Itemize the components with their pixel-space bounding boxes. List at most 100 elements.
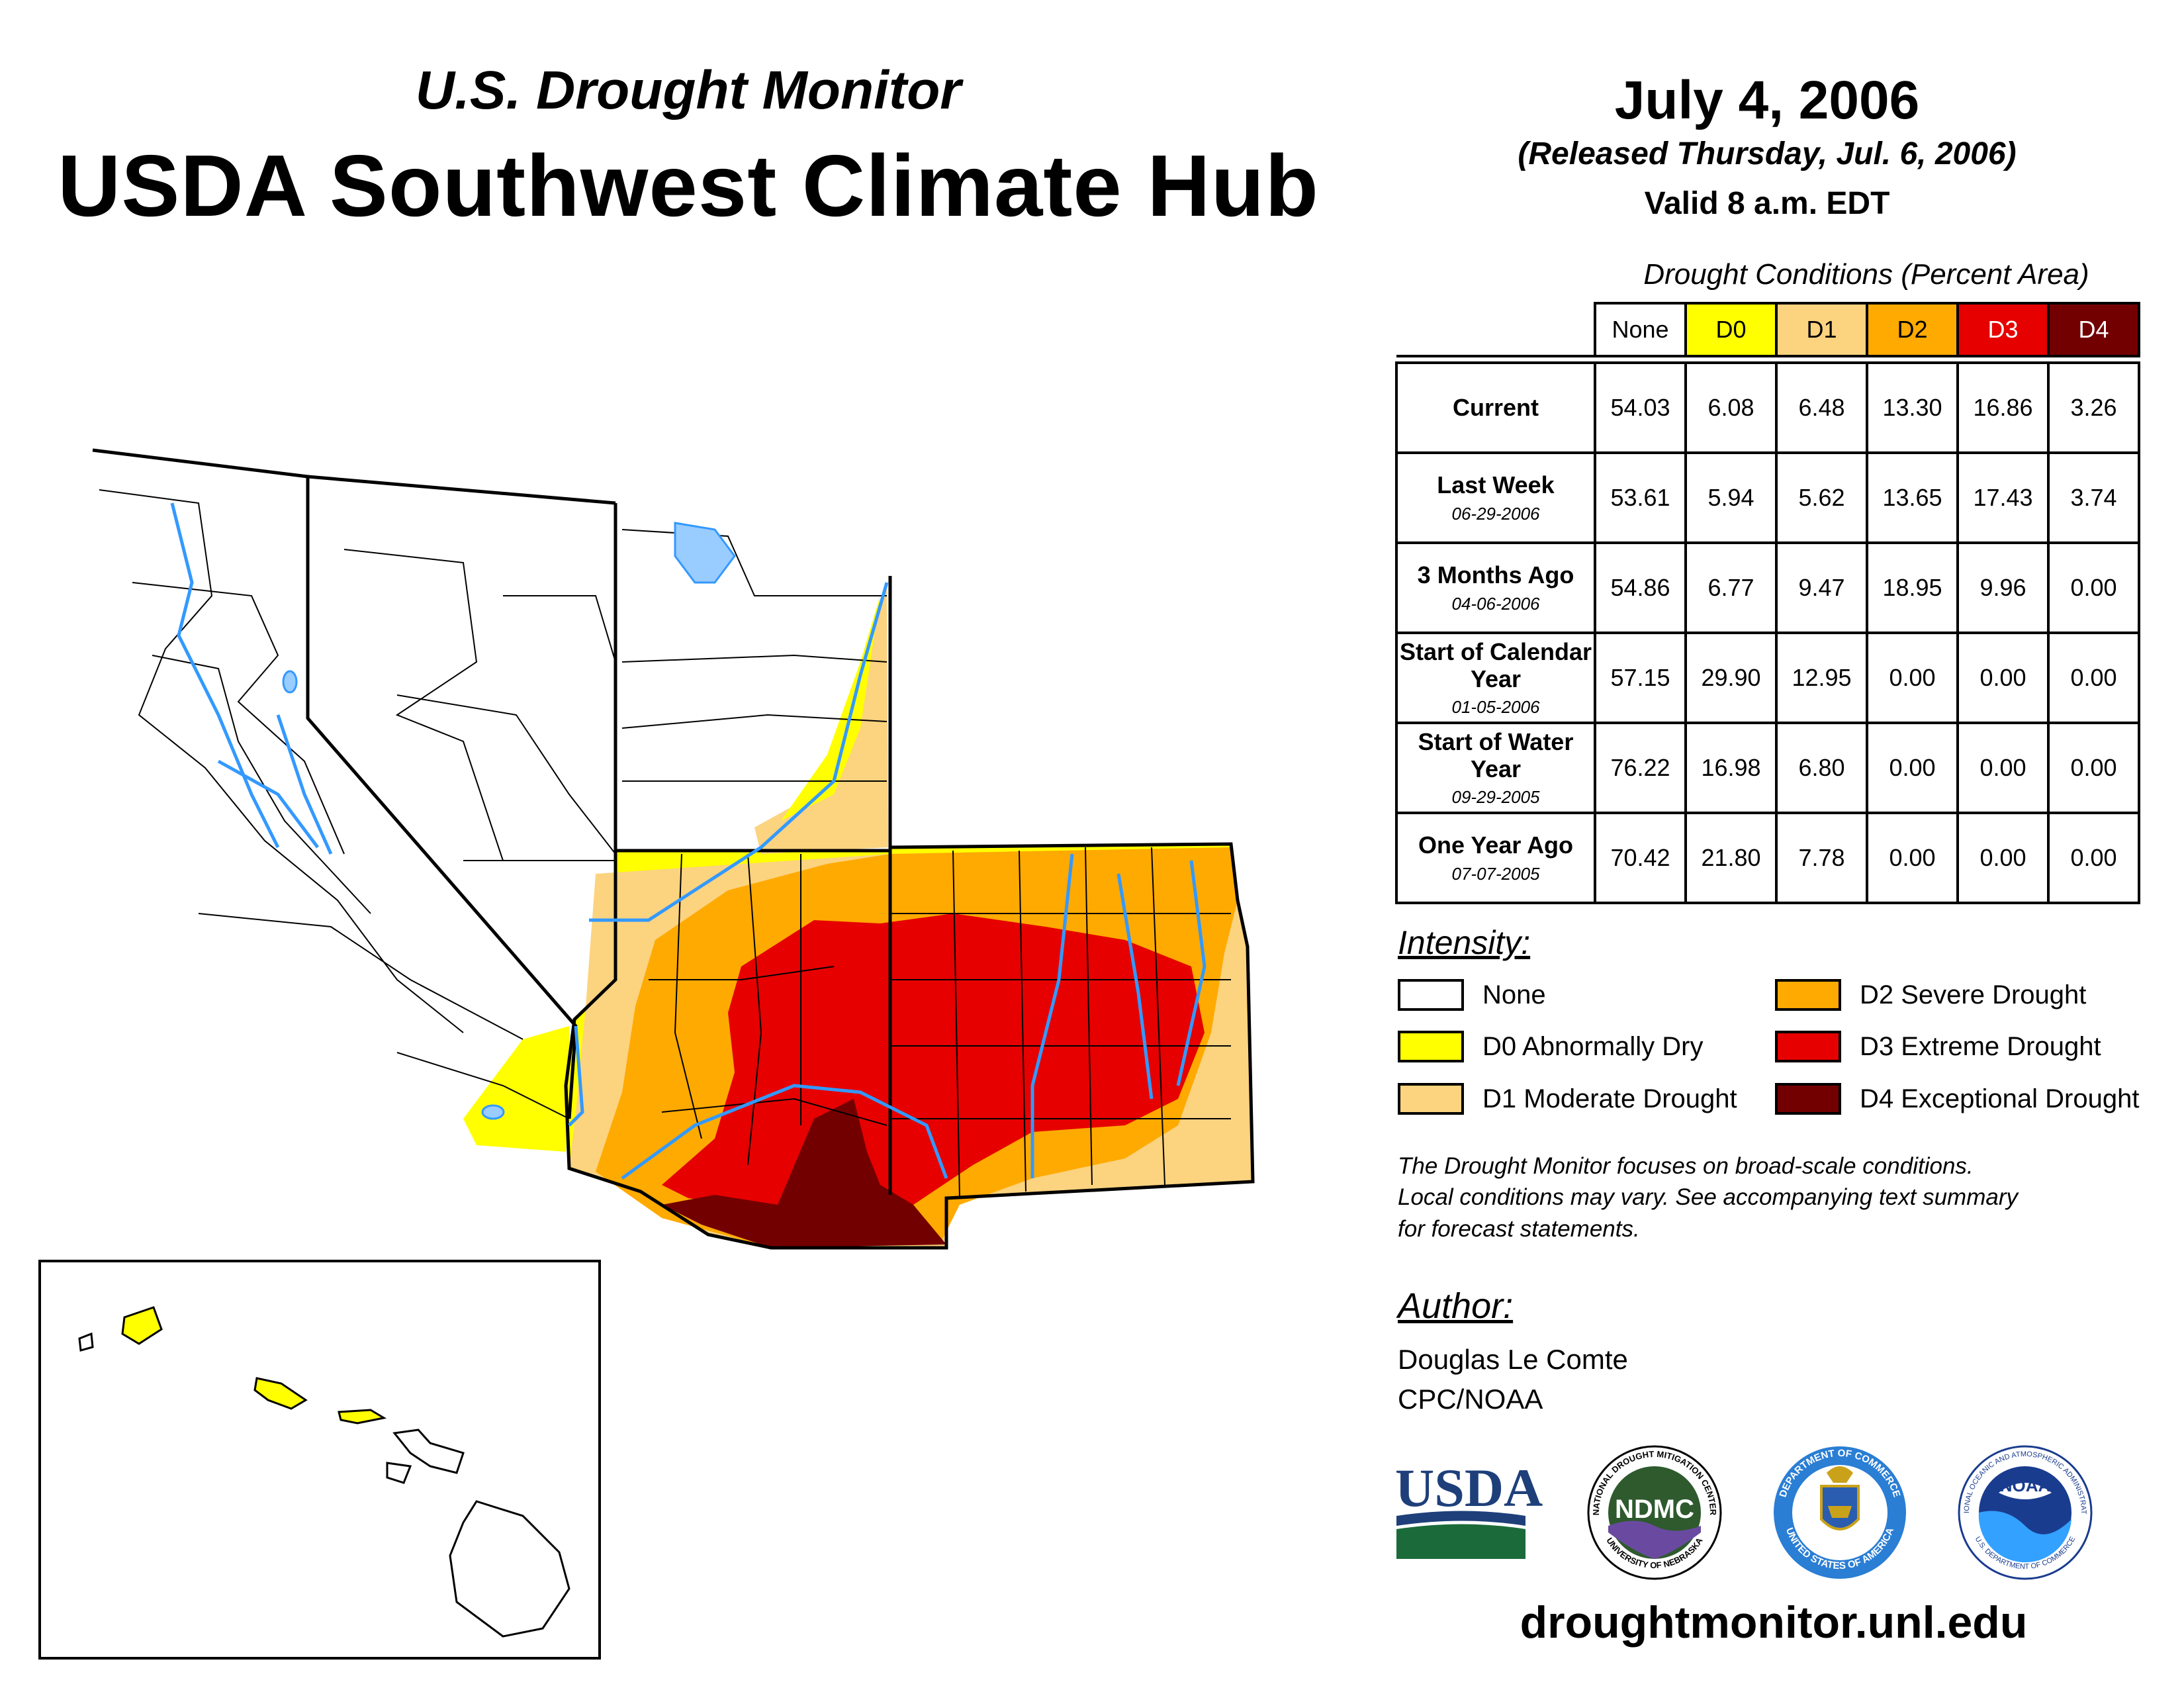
table-cell: 17.43 — [1956, 451, 2050, 544]
subtitle: U.S. Drought Monitor — [415, 60, 962, 120]
hawaii-inset — [38, 1260, 601, 1660]
table-cell: 3.26 — [2047, 361, 2140, 454]
author-heading: Author: — [1398, 1286, 1514, 1326]
row-label-text: Last Week — [1437, 471, 1555, 499]
usda-logo: USDA — [1395, 1458, 1543, 1559]
lakes — [282, 522, 736, 1120]
row-date: 07-07-2005 — [1451, 863, 1540, 884]
table-cell: 6.77 — [1684, 541, 1778, 634]
legend-title: Intensity: — [1398, 924, 1531, 961]
table-cell: 0.00 — [1956, 632, 2050, 724]
table-cell: 13.65 — [1866, 451, 1959, 544]
legend-swatch — [1775, 1031, 1841, 1062]
legend-item-d4: D4 Exceptional Drought — [1775, 1080, 2139, 1117]
table-cell: 21.80 — [1684, 812, 1778, 904]
drought-map — [38, 448, 1255, 1660]
row-date: 06-29-2006 — [1451, 503, 1540, 524]
row-label: One Year Ago 07-07-2005 — [1395, 812, 1596, 904]
note-line: for forecast statements. — [1398, 1215, 1640, 1242]
col-header-d0: D0 — [1684, 302, 1778, 357]
table-row: 3 Months Ago 04-06-2006 54.86 6.77 9.47 1… — [1395, 541, 2140, 634]
legend-swatch — [1398, 1031, 1464, 1062]
usda-logo-text: USDA — [1395, 1458, 1543, 1518]
legend-label: D1 Moderate Drought — [1482, 1084, 1737, 1113]
disclaimer-note: The Drought Monitor focuses on broad-sca… — [1398, 1150, 2139, 1244]
rivers — [170, 502, 1206, 1180]
valid-time: Valid 8 a.m. EDT — [1644, 186, 1890, 221]
row-label-text: Start of Water Year — [1418, 727, 1574, 783]
row-label: 3 Months Ago 04-06-2006 — [1395, 541, 1596, 634]
legend-label: D3 Extreme Drought — [1860, 1031, 2101, 1061]
table-cell: 76.22 — [1594, 722, 1687, 814]
row-label: Start of Water Year 09-29-2005 — [1395, 722, 1596, 814]
table-cell: 0.00 — [1956, 722, 2050, 814]
row-label-text: Start of Calendar Year — [1399, 637, 1592, 693]
table-cell: 0.00 — [2047, 632, 2140, 724]
col-header-d4: D4 — [2047, 302, 2140, 357]
table-cell: 6.80 — [1775, 722, 1868, 814]
table-cell: 5.62 — [1775, 451, 1868, 544]
table-cell: 70.42 — [1594, 812, 1687, 904]
table-cell: 9.47 — [1775, 541, 1868, 634]
ndmc-logo-text: NDMC — [1615, 1495, 1694, 1524]
table-cell: 0.00 — [1866, 722, 1959, 814]
table-cell: 53.61 — [1594, 451, 1687, 544]
col-header-d1: D1 — [1775, 302, 1868, 357]
table-row: Start of Calendar Year 01-05-2006 57.15 2… — [1395, 632, 2140, 724]
release-date: (Released Thursday, Jul. 6, 2006) — [1518, 136, 2017, 171]
author-name: Douglas Le Comte — [1398, 1344, 1628, 1375]
table-cell: 0.00 — [1866, 632, 1959, 724]
table-cell: 16.98 — [1684, 722, 1778, 814]
col-header-d2: D2 — [1866, 302, 1959, 357]
legend-item-d2: D2 Severe Drought — [1775, 976, 2086, 1013]
col-header-none: None — [1594, 302, 1687, 357]
table-cell: 0.00 — [1956, 812, 2050, 904]
table-header-row: None D0 D1 D2 D3 D4 — [1396, 302, 2140, 357]
table-cell: 54.86 — [1594, 541, 1687, 634]
row-date: 09-29-2005 — [1451, 787, 1540, 808]
row-date: 04-06-2006 — [1451, 593, 1540, 614]
legend-swatch — [1398, 1083, 1464, 1115]
table-row: Current 54.03 6.08 6.48 13.30 16.86 3.26 — [1395, 361, 2140, 454]
legend-swatch — [1398, 979, 1464, 1011]
table-cell: 3.74 — [2047, 451, 2140, 544]
table-corner — [1396, 303, 1596, 357]
map-date: July 4, 2006 — [1614, 70, 1920, 130]
legend-label: D2 Severe Drought — [1860, 980, 2087, 1009]
legend-item-d1: D1 Moderate Drought — [1398, 1080, 1737, 1117]
row-label: Start of Calendar Year 01-05-2006 — [1395, 632, 1596, 724]
legend-label: None — [1482, 980, 1546, 1009]
partner-logos: USDA NDMC NATIONAL DROUGHT MITIGATION CE… — [1395, 1445, 2093, 1580]
table-cell: 0.00 — [2047, 541, 2140, 634]
table-cell: 16.86 — [1956, 361, 2050, 454]
noaa-logo: NOAA NATIONAL OCEANIC AND ATMOSPHERIC AD… — [1958, 1445, 2093, 1580]
table-cell: 13.30 — [1866, 361, 1959, 454]
table-spacer — [1396, 355, 2139, 364]
table-cell: 6.48 — [1775, 361, 1868, 454]
page-title: USDA Southwest Climate Hub — [58, 137, 1319, 234]
row-label-text: Current — [1452, 394, 1539, 422]
author-org: CPC/NOAA — [1398, 1383, 1543, 1415]
legend-label: D4 Exceptional Drought — [1860, 1084, 2140, 1113]
table-cell: 18.95 — [1866, 541, 1959, 634]
table-row: Last Week 06-29-2006 53.61 5.94 5.62 13.6… — [1395, 451, 2140, 544]
table-cell: 9.96 — [1956, 541, 2050, 634]
row-label: Current — [1395, 361, 1596, 454]
table-cell: 12.95 — [1775, 632, 1868, 724]
noaa-logo-text: NOAA — [2000, 1476, 2051, 1495]
note-line: The Drought Monitor focuses on broad-sca… — [1398, 1153, 1974, 1179]
table-cell: 0.00 — [2047, 722, 2140, 814]
col-header-d3: D3 — [1956, 302, 2050, 357]
table-cell: 6.08 — [1684, 361, 1778, 454]
table-cell: 29.90 — [1684, 632, 1778, 724]
legend-item-d0: D0 Abnormally Dry — [1398, 1028, 1703, 1065]
table-row: One Year Ago 07-07-2005 70.42 21.80 7.78 … — [1395, 812, 2140, 904]
website-link[interactable]: droughtmonitor.unl.edu — [1520, 1597, 2028, 1648]
state-borders — [92, 448, 1255, 1250]
table-cell: 57.15 — [1594, 632, 1687, 724]
table-row: Start of Water Year 09-29-2005 76.22 16.9… — [1395, 722, 2140, 814]
legend-swatch — [1775, 1083, 1841, 1115]
legend-swatch — [1775, 979, 1841, 1011]
row-date: 01-05-2006 — [1451, 697, 1540, 718]
row-label: Last Week 06-29-2006 — [1395, 451, 1596, 544]
